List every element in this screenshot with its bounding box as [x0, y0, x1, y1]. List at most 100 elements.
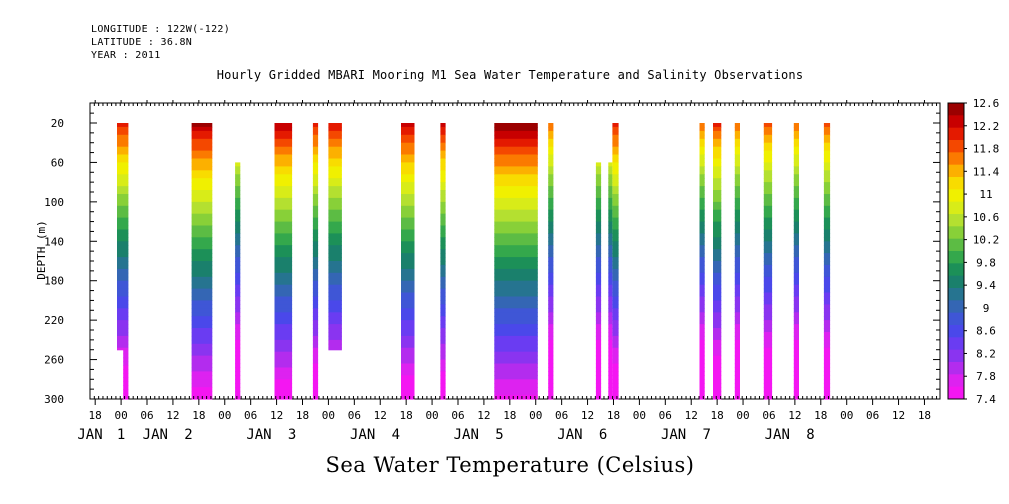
- data-cell: [608, 304, 613, 309]
- data-cell: [401, 383, 415, 388]
- data-cell: [713, 304, 722, 309]
- data-cell: [595, 276, 602, 282]
- data-cell: [608, 324, 613, 329]
- x-tick-label: 12: [374, 409, 387, 422]
- data-cell: [595, 284, 602, 290]
- data-cell: [713, 209, 722, 215]
- data-cell: [494, 158, 538, 163]
- data-cell: [312, 335, 319, 341]
- data-cell: [401, 225, 415, 230]
- data-cell: [123, 365, 129, 370]
- data-cell: [274, 367, 293, 372]
- data-cell: [608, 371, 613, 376]
- data-cell: [328, 268, 342, 274]
- x-tick-label: 06: [866, 409, 879, 422]
- data-cell: [548, 296, 554, 301]
- data-cell: [595, 383, 602, 388]
- data-cell: [612, 304, 619, 309]
- data-cell: [763, 130, 773, 136]
- data-cell: [612, 241, 619, 246]
- data-cell: [123, 361, 129, 366]
- data-cell: [494, 320, 538, 325]
- data-cell: [612, 280, 619, 286]
- data-cell: [823, 166, 831, 171]
- data-cell: [494, 130, 538, 136]
- data-cell: [595, 257, 602, 262]
- data-cell: [235, 257, 241, 262]
- data-cell: [440, 272, 446, 278]
- data-cell: [734, 379, 740, 384]
- data-cell: [117, 249, 129, 254]
- data-cell: [401, 197, 415, 203]
- data-cell: [274, 237, 293, 242]
- data-cell: [328, 320, 342, 325]
- data-cell: [312, 316, 319, 321]
- x-day-label: JAN: [350, 427, 375, 443]
- data-cell: [312, 395, 319, 400]
- data-cell: [793, 134, 799, 140]
- data-cell: [235, 261, 241, 266]
- data-cell: [440, 217, 446, 223]
- data-cell: [608, 355, 613, 361]
- data-cell: [274, 276, 293, 282]
- data-cell: [763, 276, 773, 282]
- data-cell: [699, 178, 705, 183]
- data-cell: [274, 253, 293, 258]
- data-cell: [699, 233, 705, 238]
- data-cell: [713, 205, 722, 211]
- data-cell: [793, 335, 799, 341]
- data-cell: [612, 395, 619, 400]
- data-cell: [494, 335, 538, 341]
- data-cell: [699, 272, 705, 278]
- data-cell: [328, 209, 342, 215]
- data-cell: [494, 245, 538, 250]
- data-cell: [823, 371, 831, 376]
- data-cell: [274, 395, 293, 400]
- data-cell: [763, 186, 773, 191]
- data-cell: [713, 182, 722, 187]
- data-cell: [608, 320, 613, 325]
- data-cell: [235, 288, 241, 294]
- data-cell: [713, 138, 722, 144]
- data-cell: [401, 280, 415, 286]
- data-cell: [494, 213, 538, 219]
- data-cell: [401, 312, 415, 317]
- data-cell: [823, 324, 831, 329]
- data-cell: [793, 162, 799, 167]
- data-cell: [734, 355, 740, 361]
- data-cell: [595, 339, 602, 345]
- x-tick-label: 00: [114, 409, 127, 422]
- data-cell: [235, 312, 241, 317]
- x-day-label: 6: [599, 427, 607, 443]
- data-cell: [274, 186, 293, 191]
- data-cell: [440, 233, 446, 238]
- longitude-label: LONGITUDE : 122W(-122): [91, 24, 231, 35]
- data-cell: [401, 304, 415, 309]
- data-cell: [401, 264, 415, 270]
- data-cell: [494, 201, 538, 207]
- data-cell: [548, 261, 554, 266]
- data-cell: [274, 221, 293, 227]
- data-cell: [235, 339, 241, 345]
- colorbar-label: 11.8: [973, 143, 1000, 156]
- data-cell: [713, 134, 722, 140]
- data-cell: [191, 253, 213, 258]
- data-cell: [823, 276, 831, 282]
- data-cell: [401, 367, 415, 372]
- data-cell: [235, 359, 241, 365]
- data-cell: [191, 205, 213, 211]
- data-cell: [191, 170, 213, 175]
- data-cell: [699, 308, 705, 313]
- data-cell: [612, 284, 619, 290]
- data-cell: [117, 276, 129, 282]
- data-cell: [440, 130, 446, 136]
- data-cell: [191, 292, 213, 297]
- data-cell: [612, 375, 619, 380]
- data-cell: [274, 308, 293, 313]
- x-tick-label: 06: [348, 409, 361, 422]
- data-cell: [117, 241, 129, 246]
- data-cell: [440, 284, 446, 290]
- data-cell: [763, 233, 773, 238]
- data-cell: [191, 324, 213, 329]
- data-cell: [793, 284, 799, 290]
